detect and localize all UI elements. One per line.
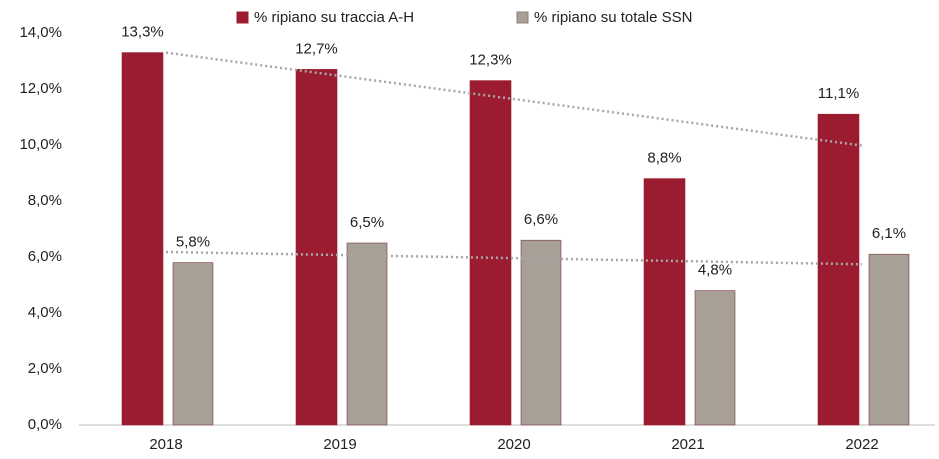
bar — [520, 239, 562, 426]
bar — [295, 69, 338, 426]
bar — [694, 290, 736, 426]
data-label: 6,5% — [350, 214, 384, 231]
data-label: 8,8% — [647, 150, 681, 167]
y-tick-label: 0,0% — [28, 416, 62, 433]
bar — [817, 113, 860, 426]
x-tick-label: 2021 — [671, 436, 704, 453]
bar — [172, 262, 214, 426]
y-tick-label: 8,0% — [28, 192, 62, 209]
data-label: 5,8% — [176, 234, 210, 251]
data-label: 6,6% — [524, 211, 558, 228]
data-label: 4,8% — [698, 262, 732, 279]
y-tick-label: 2,0% — [28, 360, 62, 377]
data-label: 12,3% — [469, 52, 512, 69]
y-tick-label: 10,0% — [19, 136, 62, 153]
data-label: 6,1% — [872, 225, 906, 242]
legend-swatch — [236, 11, 249, 24]
bar — [643, 178, 686, 426]
data-label: 12,7% — [295, 40, 338, 57]
x-tick-label: 2022 — [845, 436, 878, 453]
x-tick-label: 2020 — [497, 436, 530, 453]
x-tick-label: 2018 — [149, 436, 182, 453]
legend-label: % ripiano su traccia A-H — [254, 9, 414, 26]
x-tick-label: 2019 — [323, 436, 356, 453]
y-tick-label: 6,0% — [28, 248, 62, 265]
data-label: 11,1% — [818, 85, 859, 102]
legend-label: % ripiano su totale SSN — [534, 9, 692, 26]
trendline — [165, 51, 863, 147]
bar — [121, 52, 164, 426]
data-label: 13,3% — [121, 24, 164, 41]
bar — [868, 253, 910, 426]
legend-swatch — [516, 11, 529, 24]
bar — [346, 242, 388, 426]
bar — [469, 80, 512, 426]
y-tick-label: 14,0% — [19, 24, 62, 41]
trendline — [165, 250, 863, 266]
y-tick-label: 12,0% — [19, 80, 62, 97]
y-tick-label: 4,0% — [28, 304, 62, 321]
